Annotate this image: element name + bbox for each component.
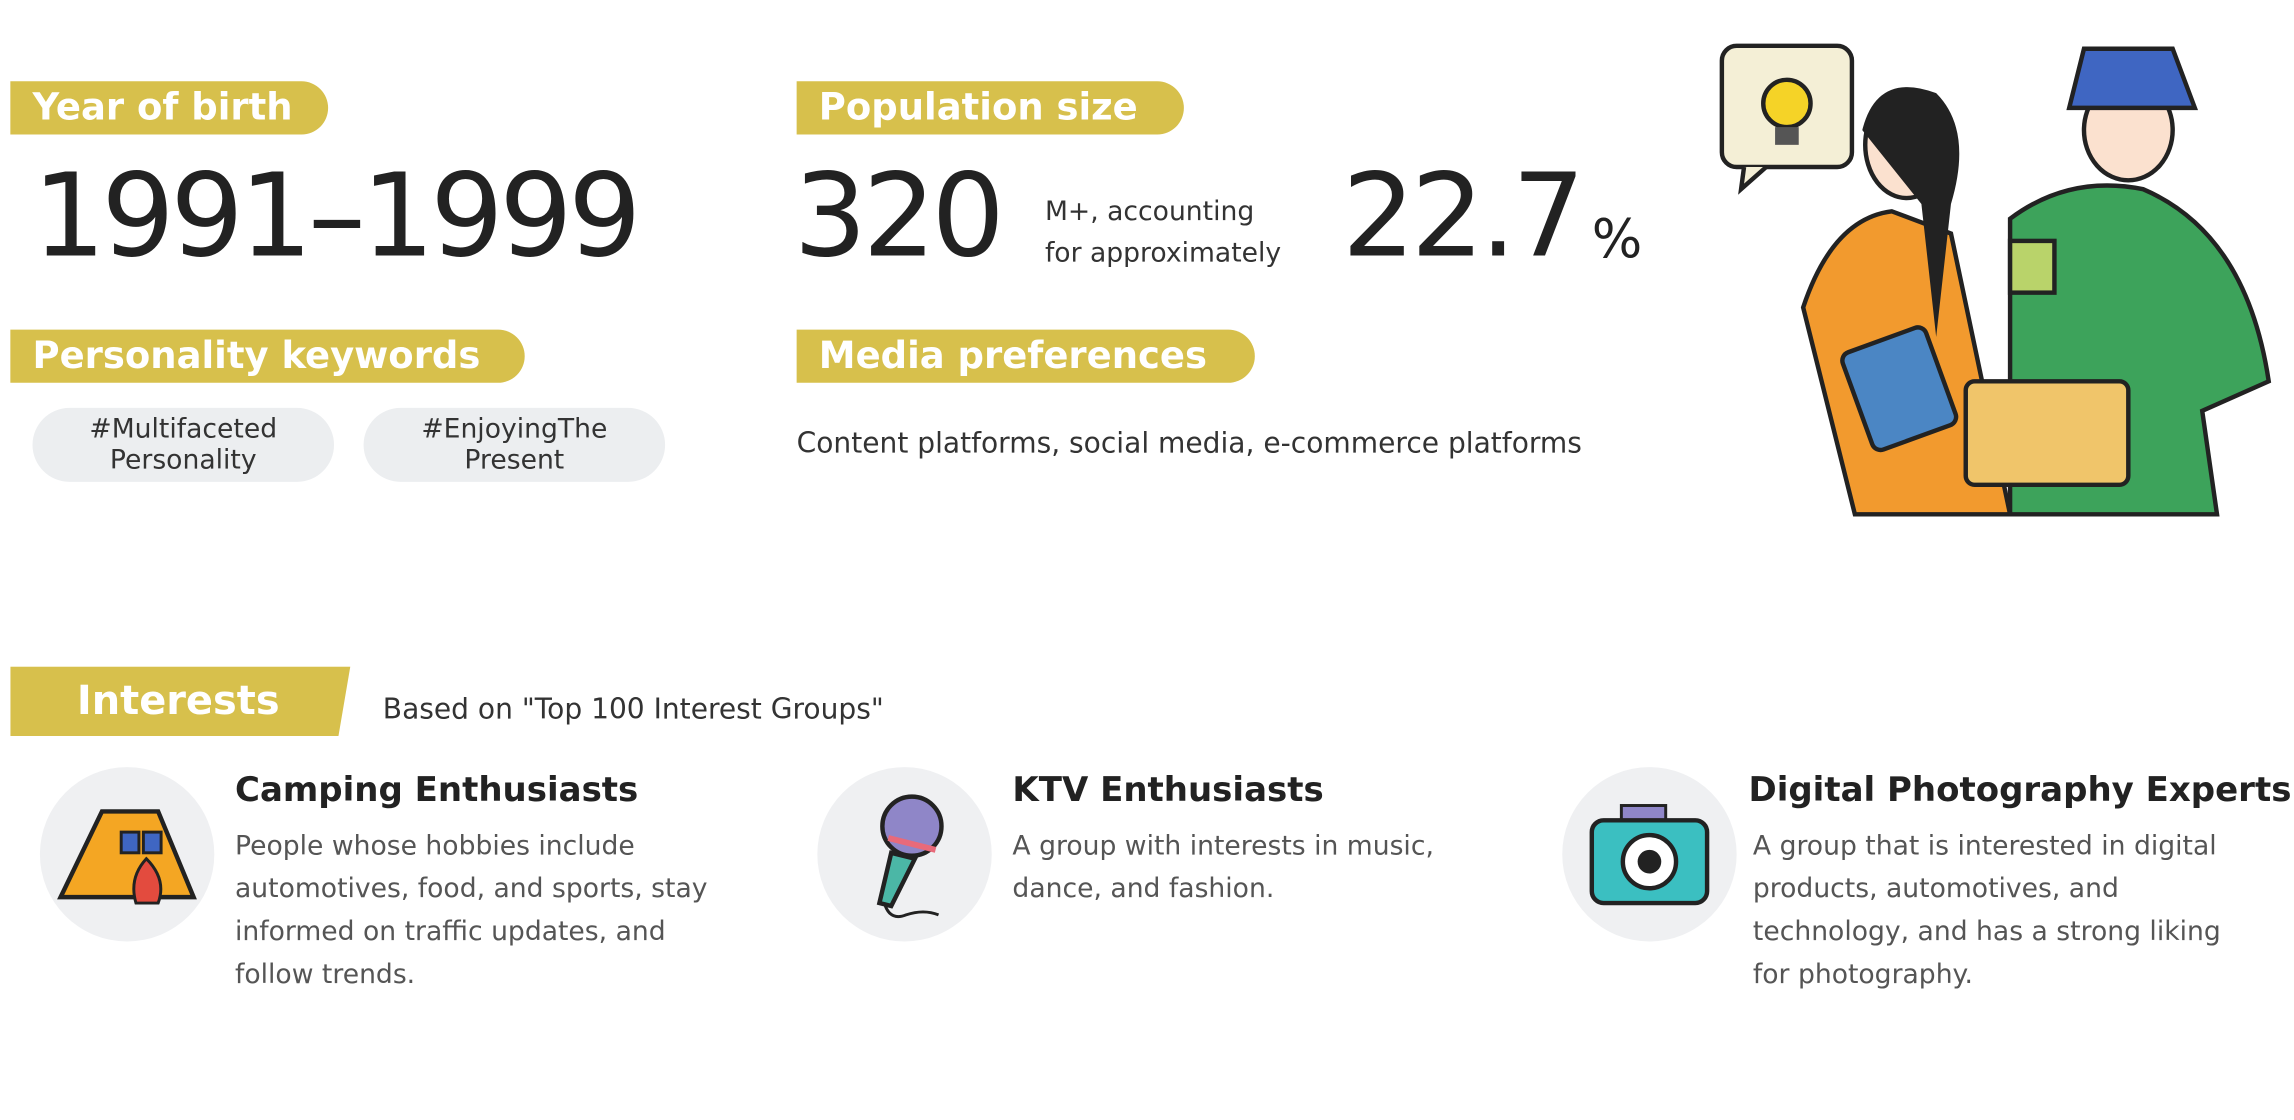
- interest-description: A group with interests in music, dance, …: [1012, 830, 1434, 905]
- birth-years: 1991–1999: [32, 150, 642, 284]
- camera-icon: [1589, 804, 1710, 906]
- section-tag: Year of birth: [10, 81, 329, 135]
- keyword-pill: #Multifaceted Personality: [32, 407, 335, 482]
- keyword-line: Personality: [109, 444, 257, 476]
- section-tag: Personality keywords: [10, 329, 525, 383]
- media-text: Content platforms, social media, e-comme…: [796, 427, 1582, 460]
- tent-icon: [57, 809, 197, 905]
- section-tag: Population size: [796, 81, 1184, 135]
- population-percent: 22.7: [1342, 150, 1585, 284]
- interest-title: Camping Enthusiasts: [235, 771, 639, 810]
- keyword-line: Present: [464, 444, 565, 476]
- population-number: 320: [793, 150, 1005, 284]
- interests-label: Interests: [76, 678, 280, 725]
- microphone-icon: [876, 794, 944, 919]
- population-text: M+, accounting for approximately: [1045, 192, 1281, 275]
- percent-unit: %: [1591, 209, 1643, 271]
- keyword-line: #Multifaceted: [89, 413, 278, 445]
- interest-title: Digital Photography Experts: [1748, 771, 2292, 810]
- text-line: for approximately: [1044, 237, 1282, 269]
- interest-title: KTV Enthusiasts: [1012, 771, 1324, 810]
- interests-tag-shape: [10, 666, 351, 737]
- interest-description: A group that is interested in digital pr…: [1752, 830, 2221, 991]
- interest-description: People whose hobbies include automotives…: [235, 830, 708, 991]
- illustration: [1719, 43, 2272, 517]
- interests-note: Based on "Top 100 Interest Groups": [382, 693, 884, 726]
- keyword-line: #EnjoyingThe: [421, 413, 608, 445]
- keyword-pill: #EnjoyingThe Present: [363, 407, 666, 482]
- section-tag: Media preferences: [796, 329, 1255, 383]
- text-line: M+, accounting: [1044, 196, 1255, 228]
